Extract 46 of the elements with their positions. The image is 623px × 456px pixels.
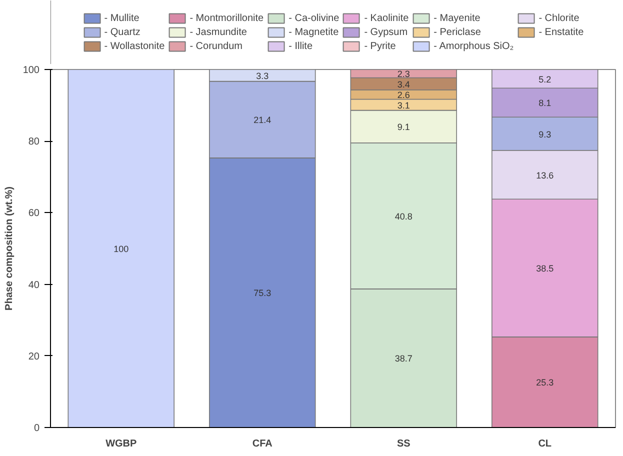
legend-label: - Wollastonite — [104, 40, 165, 52]
data-label: 3.3 — [256, 70, 269, 81]
legend-label: - Ca-olivine — [288, 12, 340, 24]
data-label: 5.2 — [538, 74, 552, 84]
data-label: 3.1 — [397, 100, 410, 110]
legend-label: - Kaolinite — [364, 12, 409, 24]
y-axis-title: Phase composition (wt.%) — [4, 186, 15, 310]
legend-label: - Quartz — [104, 26, 140, 38]
legend-label: - Periclase — [434, 26, 481, 38]
y-tick-label: 40 — [28, 280, 40, 291]
data-label: 100 — [114, 244, 129, 254]
legend-label: - Magnetite — [288, 26, 339, 38]
data-label: 9.1 — [397, 122, 410, 132]
data-label: 8.1 — [538, 98, 552, 108]
x-tick-label: WGBP — [106, 438, 138, 450]
data-label: 21.4 — [254, 115, 272, 126]
legend-label: - Gypsum — [364, 26, 408, 38]
data-label: 13.6 — [536, 170, 554, 180]
y-tick-label: 100 — [22, 65, 40, 76]
data-label: 9.3 — [538, 129, 552, 140]
y-tick-label: 0 — [34, 423, 40, 434]
data-label: 2.6 — [397, 90, 410, 100]
y-tick-label: 20 — [28, 351, 40, 362]
legend-label: - Jasmundite — [190, 26, 247, 38]
legend-label: - Mayenite — [434, 12, 480, 24]
y-tick-label: 80 — [28, 136, 40, 148]
x-tick-label: SS — [396, 438, 411, 450]
data-label: 38.5 — [536, 264, 554, 274]
data-label: 40.8 — [394, 211, 412, 222]
legend-label: - Amorphous SiO₂ — [434, 40, 514, 52]
legend-label: - Enstatite — [538, 26, 584, 38]
legend-label: - Montmorillonite — [190, 12, 264, 24]
legend-label: - Illite — [288, 40, 313, 52]
legend-label: - Pyrite — [364, 40, 396, 52]
data-label: 75.3 — [254, 288, 272, 298]
legend-label: - Mullite — [104, 12, 140, 24]
legend-label: - Corundum — [190, 40, 242, 52]
data-label: 3.4 — [397, 79, 410, 90]
data-label: 25.3 — [536, 378, 554, 388]
x-tick-label: CFA — [252, 438, 272, 450]
bar — [68, 70, 174, 428]
legend-label: - Chlorite — [538, 12, 580, 24]
data-label: 2.3 — [397, 69, 410, 80]
x-tick-label: CL — [538, 438, 552, 450]
data-label: 38.7 — [394, 354, 412, 364]
y-tick-label: 60 — [28, 208, 40, 220]
